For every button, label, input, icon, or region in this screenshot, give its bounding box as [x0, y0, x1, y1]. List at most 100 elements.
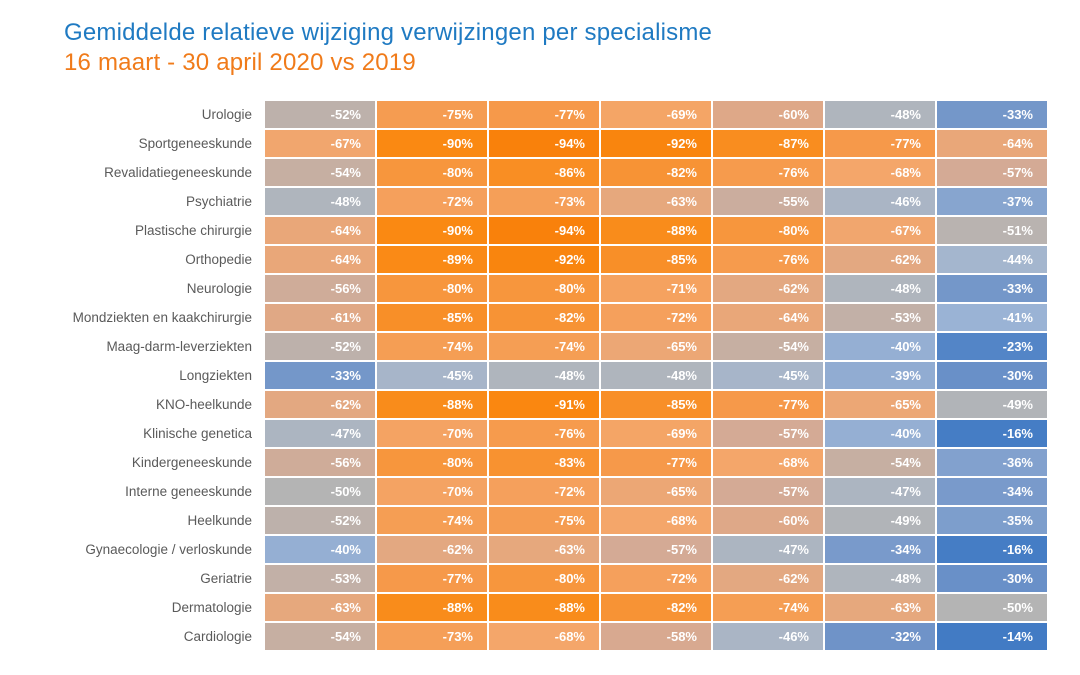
heatmap-cell: -16%	[936, 419, 1048, 448]
heatmap-cell: -80%	[376, 158, 488, 187]
heatmap-cell: -68%	[488, 622, 600, 651]
row-label: Sportgeneeskunde	[24, 129, 264, 158]
heatmap-cell: -63%	[264, 593, 376, 622]
heatmap-cell: -48%	[824, 564, 936, 593]
row-label: Kindergeneeskunde	[24, 448, 264, 477]
heatmap-cell: -53%	[824, 303, 936, 332]
row-label: Psychiatrie	[24, 187, 264, 216]
heatmap-cell: -85%	[600, 390, 712, 419]
row-label: Geriatrie	[24, 564, 264, 593]
heatmap-cell: -52%	[264, 506, 376, 535]
row-label: Klinische genetica	[24, 419, 264, 448]
heatmap-cell: -48%	[824, 100, 936, 129]
heatmap-cell: -72%	[488, 477, 600, 506]
heatmap-cell: -56%	[264, 448, 376, 477]
row-label: Cardiologie	[24, 622, 264, 651]
heatmap-cell: -82%	[488, 303, 600, 332]
heatmap-cell: -94%	[488, 129, 600, 158]
heatmap-cell: -80%	[376, 274, 488, 303]
row-label: Dermatologie	[24, 593, 264, 622]
heatmap-cell: -48%	[600, 361, 712, 390]
heatmap-cell: -82%	[600, 593, 712, 622]
heatmap-cell: -72%	[600, 564, 712, 593]
heatmap-cell: -57%	[600, 535, 712, 564]
heatmap-cell: -70%	[376, 419, 488, 448]
heatmap-cell: -73%	[376, 622, 488, 651]
heatmap-cell: -57%	[712, 477, 824, 506]
heatmap-cell: -47%	[264, 419, 376, 448]
row-label: Revalidatiegeneeskunde	[24, 158, 264, 187]
heatmap-cell: -82%	[600, 158, 712, 187]
heatmap-cell: -62%	[264, 390, 376, 419]
heatmap-cell: -48%	[824, 274, 936, 303]
heatmap-cell: -76%	[712, 158, 824, 187]
heatmap-cell: -91%	[488, 390, 600, 419]
heatmap-cell: -68%	[712, 448, 824, 477]
row-label: Mondziekten en kaakchirurgie	[24, 303, 264, 332]
heatmap-cell: -33%	[936, 274, 1048, 303]
heatmap-cell: -33%	[264, 361, 376, 390]
heatmap-cell: -76%	[488, 419, 600, 448]
heatmap-cell: -16%	[936, 535, 1048, 564]
heatmap-cell: -68%	[600, 506, 712, 535]
heatmap-cell: -63%	[824, 593, 936, 622]
heatmap-cell: -36%	[936, 448, 1048, 477]
heatmap-cell: -80%	[712, 216, 824, 245]
heatmap-cell: -77%	[824, 129, 936, 158]
heatmap-cell: -62%	[712, 274, 824, 303]
heatmap-cell: -67%	[824, 216, 936, 245]
heatmap-cell: -88%	[600, 216, 712, 245]
heatmap-cell: -74%	[376, 332, 488, 361]
heatmap-cell: -52%	[264, 332, 376, 361]
heatmap-cell: -48%	[488, 361, 600, 390]
heatmap-cell: -50%	[264, 477, 376, 506]
heatmap-cell: -45%	[376, 361, 488, 390]
heatmap-cell: -88%	[488, 593, 600, 622]
row-label: Urologie	[24, 100, 264, 129]
heatmap-cell: -77%	[488, 100, 600, 129]
heatmap-cell: -55%	[712, 187, 824, 216]
heatmap-cell: -34%	[824, 535, 936, 564]
heatmap-cell: -60%	[712, 506, 824, 535]
heatmap-cell: -61%	[264, 303, 376, 332]
heatmap-cell: -90%	[376, 216, 488, 245]
heatmap-cell: -14%	[936, 622, 1048, 651]
row-label: Plastische chirurgie	[24, 216, 264, 245]
heatmap-cell: -92%	[600, 129, 712, 158]
heatmap-cell: -57%	[936, 158, 1048, 187]
heatmap-cell: -54%	[264, 158, 376, 187]
heatmap-cell: -40%	[824, 419, 936, 448]
heatmap-cell: -88%	[376, 593, 488, 622]
heatmap-cell: -75%	[488, 506, 600, 535]
heatmap-cell: -85%	[376, 303, 488, 332]
heatmap-cell: -70%	[376, 477, 488, 506]
heatmap-cell: -48%	[264, 187, 376, 216]
heatmap-cell: -73%	[488, 187, 600, 216]
heatmap-cell: -23%	[936, 332, 1048, 361]
heatmap-cell: -40%	[264, 535, 376, 564]
heatmap-cell: -74%	[488, 332, 600, 361]
heatmap-cell: -75%	[376, 100, 488, 129]
row-label: Heelkunde	[24, 506, 264, 535]
heatmap-cell: -54%	[824, 448, 936, 477]
heatmap-cell: -63%	[488, 535, 600, 564]
heatmap-cell: -71%	[600, 274, 712, 303]
heatmap-cell: -90%	[376, 129, 488, 158]
heatmap-cell: -54%	[264, 622, 376, 651]
heatmap-cell: -80%	[488, 564, 600, 593]
row-label: Neurologie	[24, 274, 264, 303]
heatmap-cell: -34%	[936, 477, 1048, 506]
heatmap-cell: -46%	[824, 187, 936, 216]
heatmap-cell: -65%	[824, 390, 936, 419]
heatmap-cell: -80%	[376, 448, 488, 477]
heatmap-cell: -37%	[936, 187, 1048, 216]
heatmap-cell: -77%	[600, 448, 712, 477]
heatmap-cell: -83%	[488, 448, 600, 477]
heatmap-cell: -62%	[824, 245, 936, 274]
heatmap-cell: -32%	[824, 622, 936, 651]
heatmap-cell: -60%	[712, 100, 824, 129]
heatmap-cell: -88%	[376, 390, 488, 419]
heatmap-cell: -41%	[936, 303, 1048, 332]
heatmap-cell: -64%	[264, 245, 376, 274]
heatmap-cell: -53%	[264, 564, 376, 593]
